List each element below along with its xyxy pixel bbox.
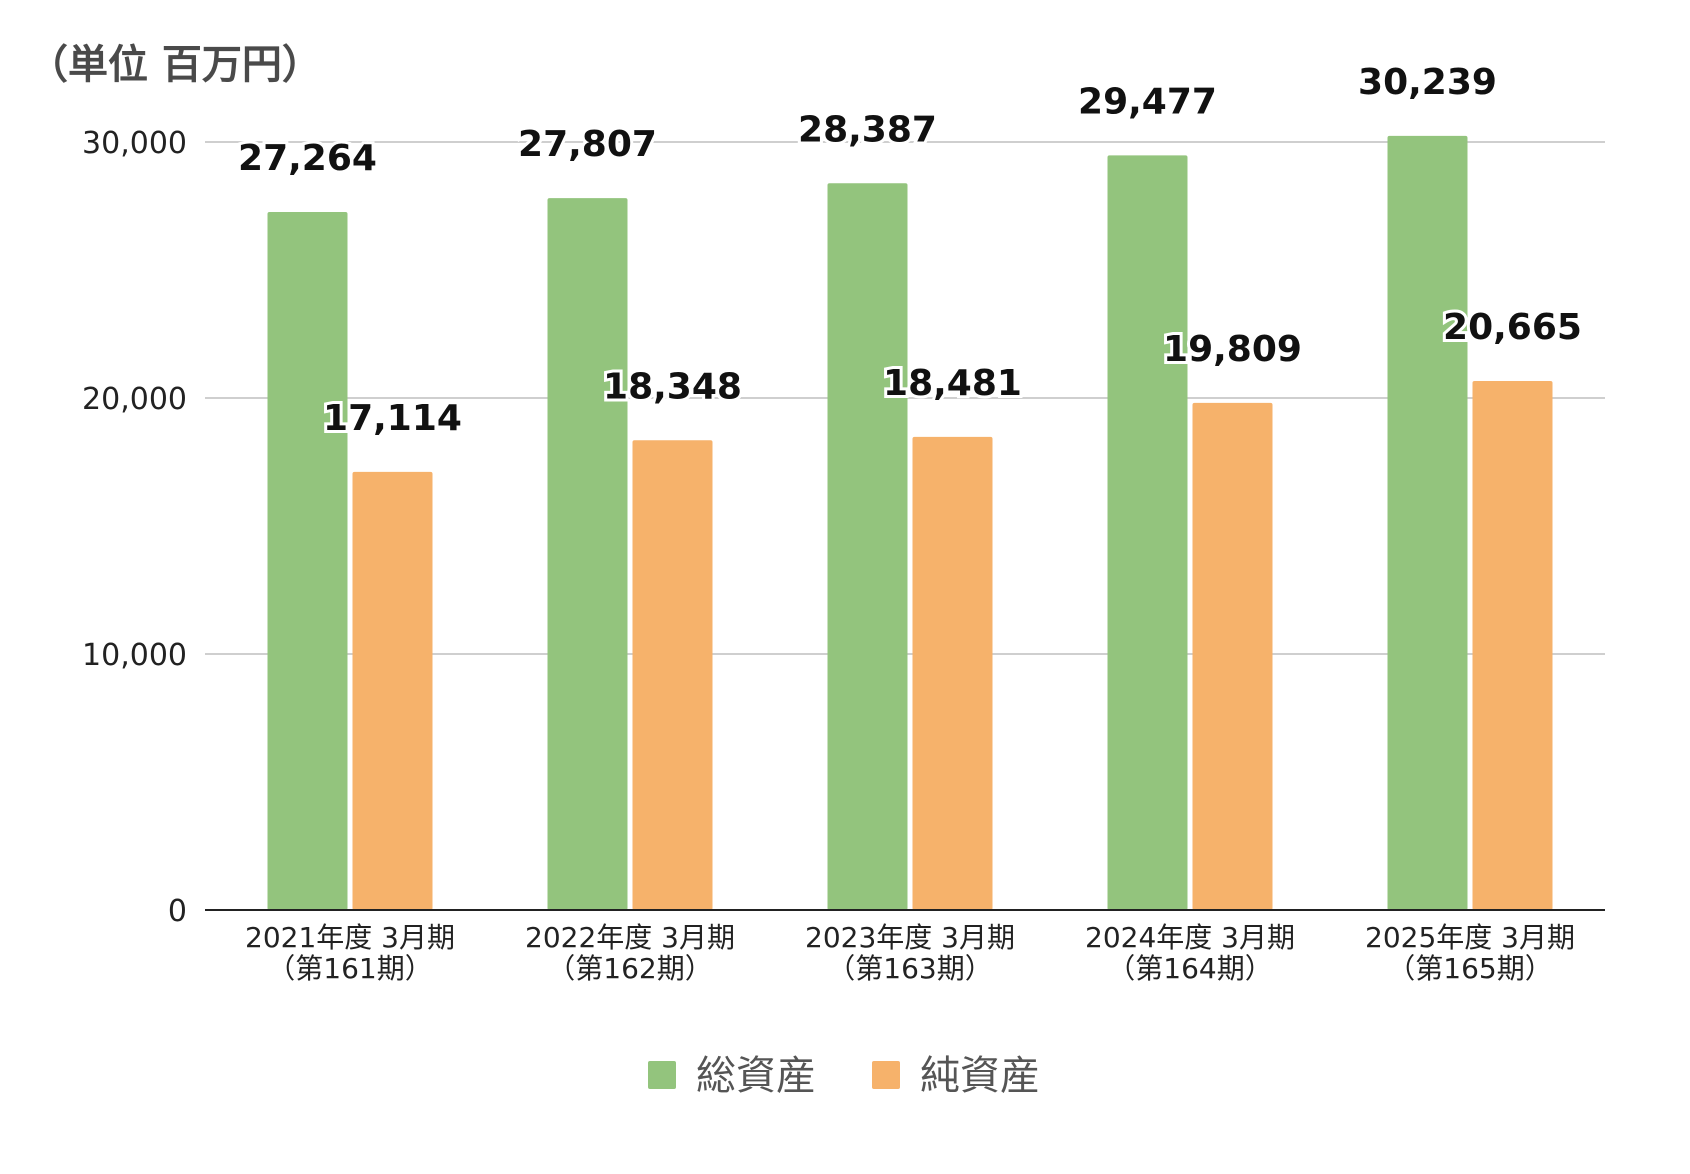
bar-net-assets [352,471,433,910]
bar-net-assets [912,436,993,910]
x-tick-label: 2024年度 3月期 [1085,921,1295,954]
x-axis-ticks: 2021年度 3月期（第161期） 2022年度 3月期（第162期） 2023年度… [245,921,1575,985]
x-tick-sublabel: （第161期） [267,952,432,985]
data-label: 18,481 [883,363,1022,404]
x-tick-label: 2025年度 3月期 [1365,921,1575,954]
y-tick-label: 20,000 [82,382,187,417]
bar-total-assets [827,183,908,911]
x-tick-label: 2022年度 3月期 [525,921,735,954]
y-tick-label: 0 [168,894,187,929]
unit-label: （単位 百万円） [28,42,322,88]
data-label: 19,809 [1163,329,1302,370]
bar-net-assets [632,440,713,910]
data-label: 28,387 [798,109,937,150]
data-label: 30,239 [1358,62,1497,103]
data-label: 27,807 [518,124,657,165]
legend-label: 純資産 [920,1053,1040,1099]
y-tick-label: 10,000 [82,638,187,673]
x-tick-sublabel: （第162期） [547,952,712,985]
x-tick-sublabel: （第163期） [827,952,992,985]
x-tick-label: 2021年度 3月期 [245,921,455,954]
bar-total-assets [1107,155,1188,910]
legend-label: 総資産 [696,1053,816,1099]
data-label: 17,114 [323,398,462,439]
bar-total-assets [1387,135,1468,911]
x-tick-sublabel: （第164期） [1107,952,1272,985]
bar-total-assets [267,212,348,910]
legend-swatch [872,1061,900,1089]
bar-net-assets [1472,380,1553,910]
bar-net-assets [1192,402,1273,910]
bar-total-assets [547,198,628,910]
data-label: 18,348 [603,366,742,407]
x-tick-sublabel: （第165期） [1387,952,1552,985]
y-tick-label: 30,000 [82,126,187,161]
data-label: 27,264 [238,138,377,179]
bars [267,135,1553,911]
y-axis-ticks: 0 10,000 20,000 30,000 [82,126,187,929]
legend: 総資産 純資産 [648,1053,1040,1099]
data-labels: 27,264 17,114 27,807 18,348 28,387 18,481 29,4… [235,59,1585,442]
data-label: 29,477 [1078,81,1217,122]
data-label: 20,665 [1443,307,1582,348]
legend-swatch [648,1061,676,1089]
x-tick-label: 2023年度 3月期 [805,921,1015,954]
